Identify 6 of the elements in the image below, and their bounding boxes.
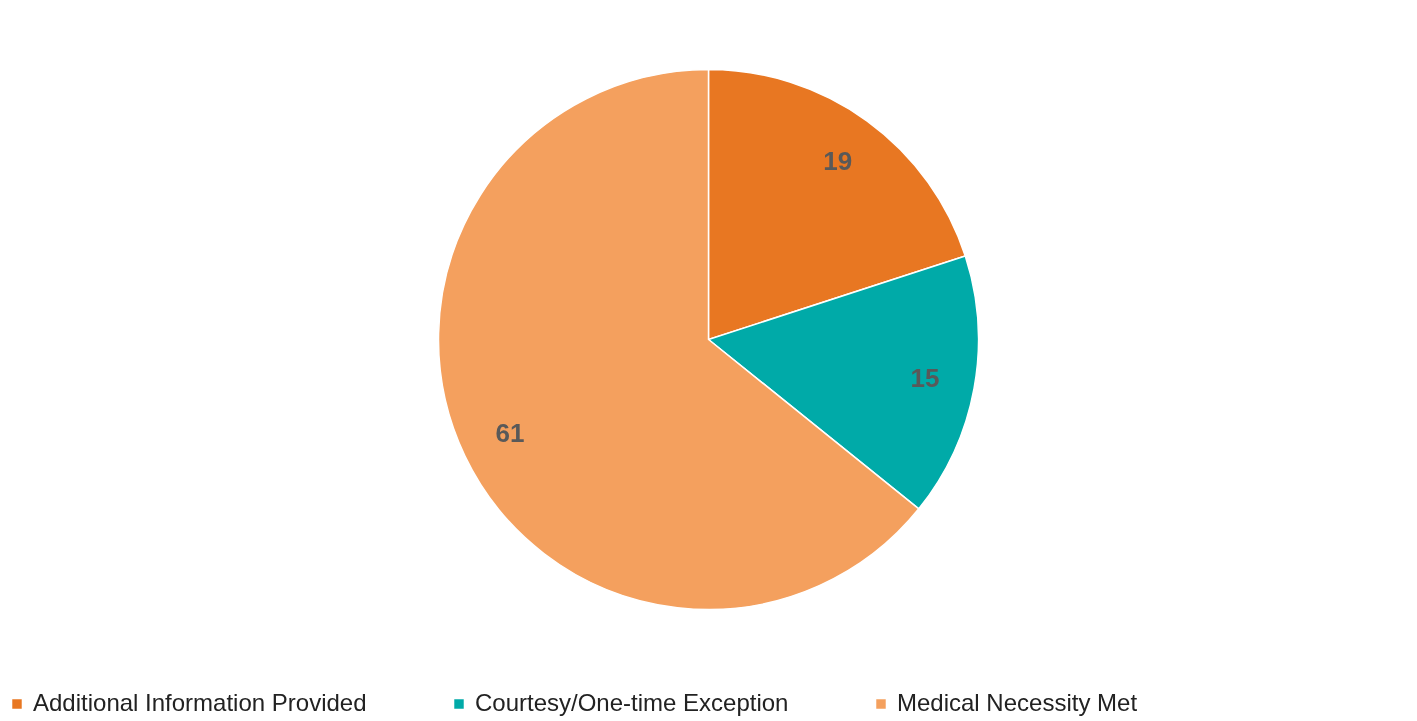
legend-label: Medical Necessity Met [897,689,1138,716]
legend-label: Courtesy/One-time Exception [475,689,789,716]
legend-label: Additional Information Provided [33,689,367,716]
data-label: 19 [823,145,853,176]
data-label: 15 [910,363,940,394]
data-label: 61 [495,418,525,449]
